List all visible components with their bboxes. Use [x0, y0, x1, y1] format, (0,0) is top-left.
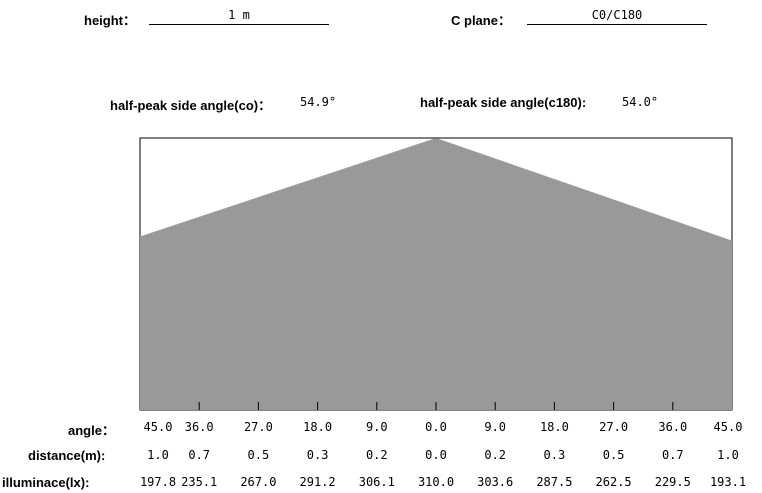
illuminance-cell: 303.6 [477, 475, 514, 489]
distance-cell: 0.2 [484, 448, 507, 462]
angle-cell: 36.0 [658, 420, 688, 434]
illuminance-cell: 310.0 [417, 475, 455, 489]
illuminance-cell: 235.1 [181, 475, 218, 489]
half-peak-c0-label: half-peak side angle(co)： [110, 98, 272, 113]
distance-cell: 0.2 [365, 448, 388, 462]
illuminance-cell: 291.2 [299, 475, 336, 489]
angle-cell: 9.0 [365, 420, 388, 434]
illuminance-cell: 306.1 [358, 475, 395, 489]
distance-row-label: distance(m): [28, 448, 106, 463]
distance-cell: 0.7 [661, 448, 684, 462]
illuminance-cell: 262.5 [595, 475, 632, 489]
angle-ticks [198, 402, 674, 410]
height-value: 1 m [228, 8, 250, 22]
distance-cell: 0.0 [425, 448, 447, 462]
angle-cell: 18.0 [539, 420, 569, 434]
angle-cell: 27.0 [243, 420, 273, 434]
illuminance-row-label: illuminace(lx): [2, 475, 90, 490]
angle-cell: 27.0 [599, 420, 629, 434]
illuminance-cell: 193.1 [709, 475, 747, 489]
half-peak-c180-value: 54.0° [622, 95, 659, 109]
illuminance-cell: 197.8 [139, 475, 177, 489]
half-peak-c180-label: half-peak side angle(c180): [420, 95, 587, 110]
distance-cell: 0.3 [543, 448, 566, 462]
distance-cell: 0.5 [247, 448, 270, 462]
angle-cell: 9.0 [484, 420, 507, 434]
illuminance-cell: 229.5 [654, 475, 691, 489]
cplane-field-underline [527, 24, 707, 25]
cplane-label: C plane： [451, 13, 511, 28]
angle-cell: 18.0 [303, 420, 333, 434]
distance-cell: 0.5 [602, 448, 625, 462]
angle-cell: 45.0 [713, 420, 743, 434]
illuminance-area [140, 138, 732, 410]
angle-row-label: angle： [68, 423, 115, 438]
illuminance-cell: 267.0 [240, 475, 277, 489]
distance-cell: 1.0 [147, 448, 169, 462]
angle-cell: 36.0 [184, 420, 214, 434]
distance-cell: 0.7 [188, 448, 211, 462]
cplane-value: C0/C180 [591, 8, 643, 22]
angle-cell: 0.0 [425, 420, 447, 434]
distance-cell: 0.3 [306, 448, 329, 462]
angle-cell: 45.0 [143, 420, 173, 434]
height-label: height： [84, 13, 136, 28]
half-peak-c0-value: 54.9° [300, 95, 337, 109]
distance-cell: 1.0 [717, 448, 739, 462]
height-field-underline [149, 24, 329, 25]
illuminance-cell: 287.5 [536, 475, 573, 489]
